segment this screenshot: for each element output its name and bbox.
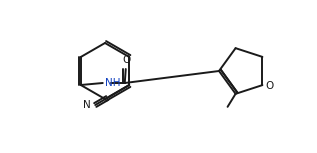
Text: O: O [265,81,274,91]
Text: NH: NH [105,78,120,88]
Text: N: N [83,100,91,110]
Text: O: O [123,55,131,65]
